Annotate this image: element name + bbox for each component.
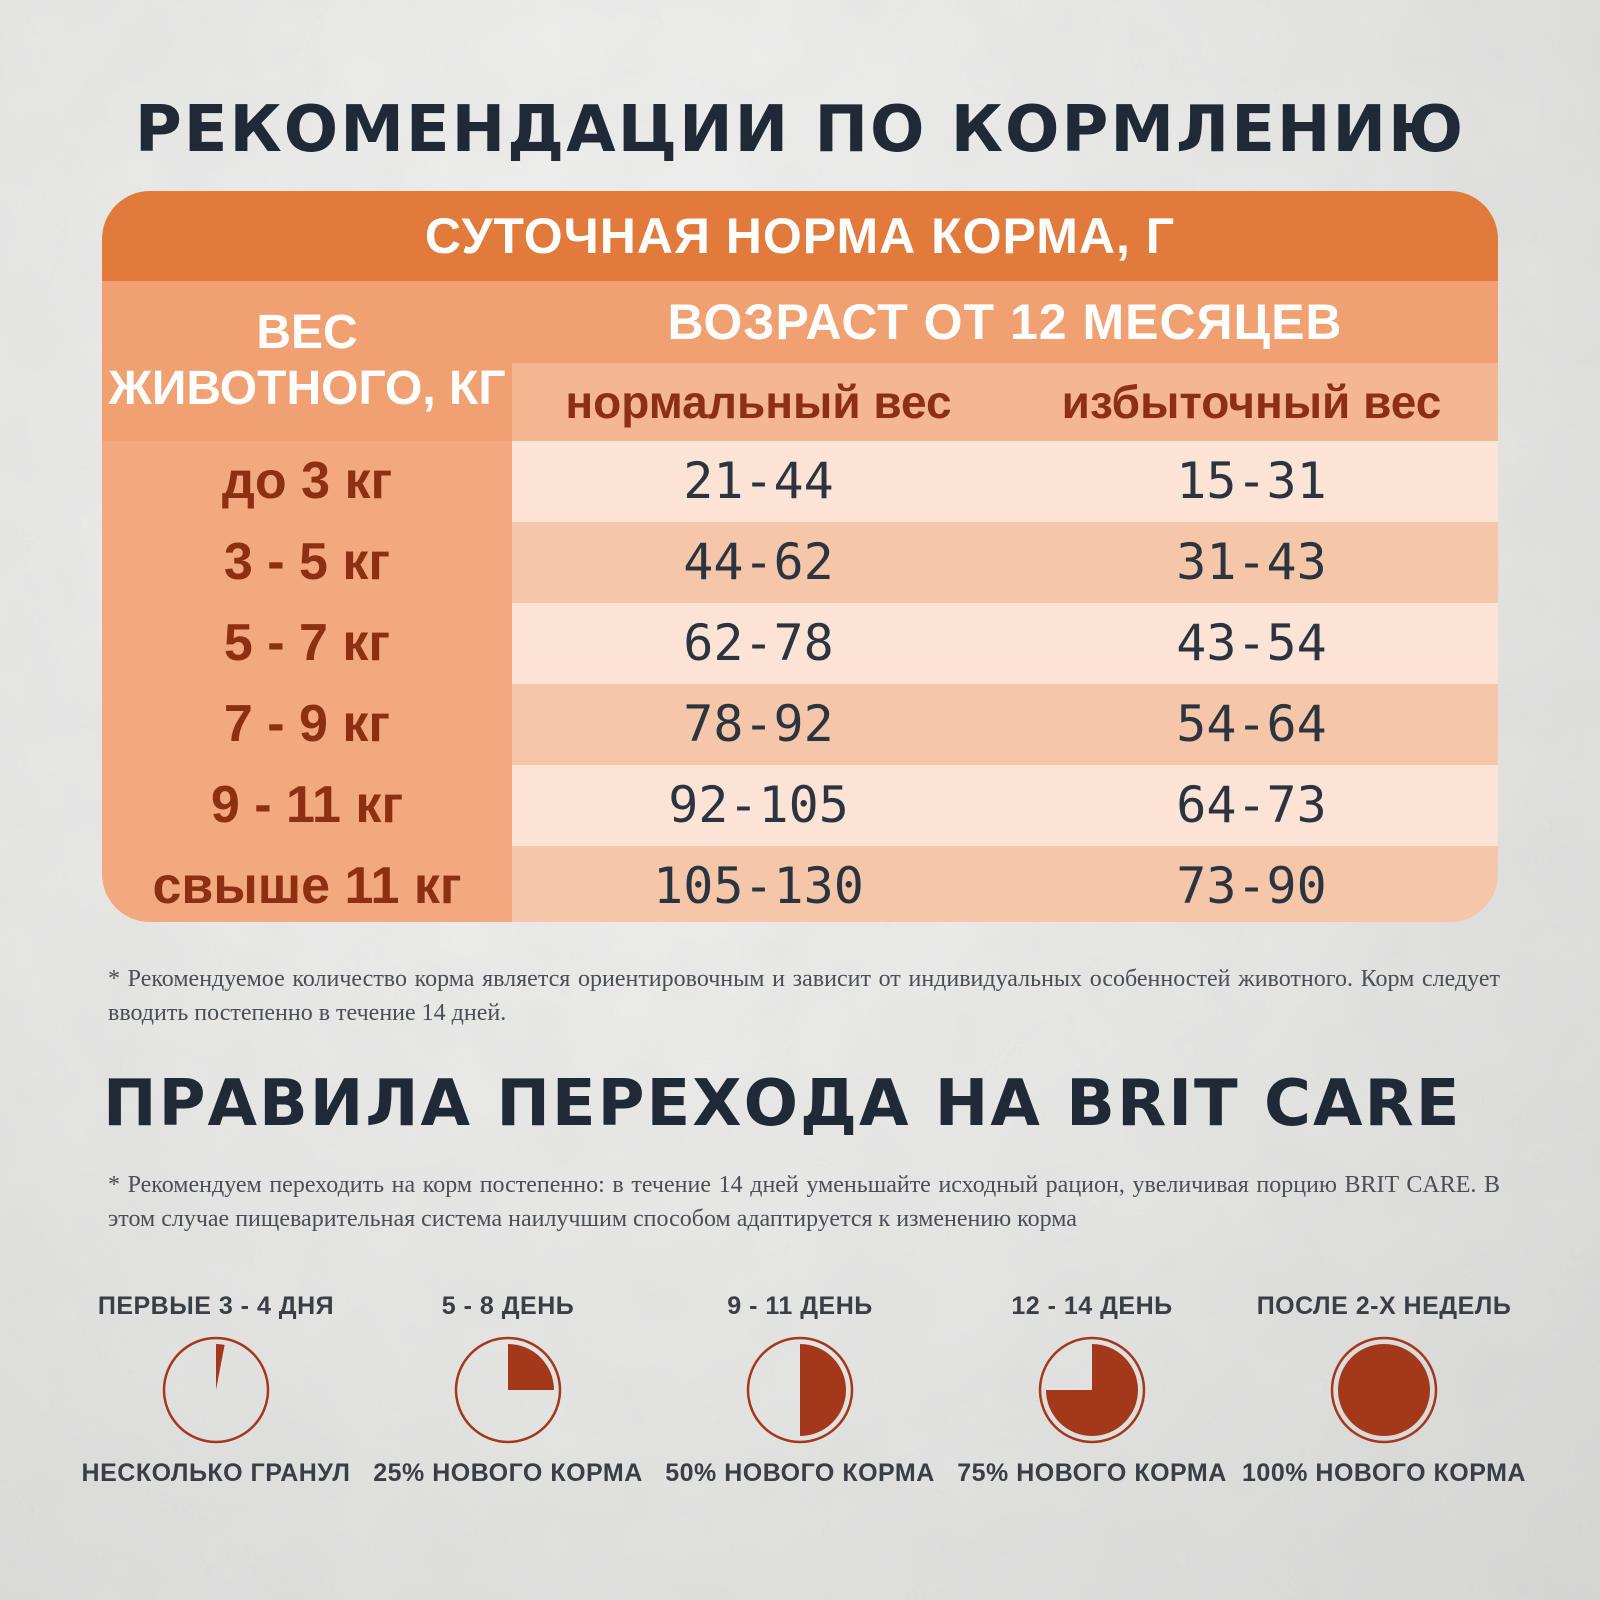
pie-ring (746, 1336, 854, 1444)
col-overweight: избыточный вес (1061, 376, 1442, 428)
col-normal-weight: нормальный вес (565, 376, 952, 428)
step-period: 5 - 8 ДЕНЬ (441, 1292, 575, 1320)
row-weight: 3 - 5 кг (223, 533, 391, 591)
row-over: 64-73 (1176, 776, 1327, 834)
row-over: 43-54 (1176, 614, 1327, 672)
pie-chart-icon (1038, 1336, 1146, 1444)
table-row: 9 - 11 кг 92-105 64-73 (102, 765, 1498, 846)
pie-slice (1046, 1344, 1138, 1436)
pie-ring (162, 1336, 270, 1444)
table-row: 3 - 5 кг 44-62 31-43 (102, 522, 1498, 603)
row-normal: 44-62 (683, 533, 834, 591)
row-normal: 21-44 (683, 452, 834, 510)
table-row: до 3 кг 21-44 15-31 (102, 441, 1498, 522)
column-headers: нормальный вес избыточный вес (512, 363, 1498, 441)
step-label: 50% НОВОГО КОРМА (665, 1459, 935, 1487)
feeding-title: РЕКОМЕНДАЦИИ ПО КОРМЛЕНИЮ (134, 93, 1466, 167)
step-period: ПЕРВЫЕ 3 - 4 ДНЯ (97, 1292, 335, 1320)
row-over: 73-90 (1176, 857, 1327, 915)
step-period: 9 - 11 ДЕНЬ (727, 1292, 873, 1320)
weight-column-label: ВЕС ЖИВОТНОГО, КГ (102, 281, 512, 441)
pie-ring (454, 1336, 562, 1444)
age-label: ВОЗРАСТ ОТ 12 МЕСЯЦЕВ (667, 294, 1343, 350)
pie-slice (216, 1344, 225, 1390)
table-row: свыше 11 кг 105-130 73-90 (102, 846, 1498, 922)
row-over: 15-31 (1176, 452, 1327, 510)
transition-step: 9 - 11 ДЕНЬ 50% НОВОГО КОРМА (654, 1292, 946, 1488)
transition-steps: ПЕРВЫЕ 3 - 4 ДНЯ НЕСКОЛЬКО ГРАНУЛ 5 - 8 … (70, 1292, 1530, 1488)
pie-chart-icon (162, 1336, 270, 1444)
transition-step: ПОСЛЕ 2-Х НЕДЕЛЬ 100% НОВОГО КОРМА (1238, 1292, 1530, 1488)
pie-ring (1038, 1336, 1146, 1444)
row-normal: 92-105 (668, 776, 849, 834)
step-period: 12 - 14 ДЕНЬ (1011, 1292, 1173, 1320)
table-header: СУТОЧНАЯ НОРМА КОРМА, Г (102, 191, 1498, 281)
row-weight: свыше 11 кг (152, 857, 462, 915)
row-weight: до 3 кг (221, 452, 393, 510)
feeding-note: * Рекомендуемое количество корма являетс… (108, 966, 1500, 1026)
weight-column-bg (102, 441, 512, 922)
row-over: 31-43 (1176, 533, 1327, 591)
row-weight: 7 - 9 кг (223, 695, 391, 753)
step-label: 25% НОВОГО КОРМА (373, 1459, 643, 1487)
pie-slice (1338, 1344, 1430, 1436)
pie-ring (1330, 1336, 1438, 1444)
row-over: 54-64 (1176, 695, 1327, 753)
step-label: 100% НОВОГО КОРМА (1242, 1459, 1526, 1487)
row-normal: 62-78 (683, 614, 834, 672)
transition-title: ПРАВИЛА ПЕРЕХОДА НА BRIT CARE (103, 1067, 1462, 1141)
table-row: 7 - 9 кг 78-92 54-64 (102, 684, 1498, 765)
table-subheader: ВЕС ЖИВОТНОГО, КГ ВОЗРАСТ ОТ 12 МЕСЯЦЕВ … (102, 281, 1498, 441)
step-period: ПОСЛЕ 2-Х НЕДЕЛЬ (1256, 1292, 1512, 1320)
weight-label-line1: ВЕС (256, 306, 358, 359)
transition-step: ПЕРВЫЕ 3 - 4 ДНЯ НЕСКОЛЬКО ГРАНУЛ (70, 1292, 362, 1488)
table-body: до 3 кг 21-44 15-31 3 - 5 кг 44-62 31-43 5… (102, 441, 1498, 922)
step-label: НЕСКОЛЬКО ГРАНУЛ (81, 1459, 351, 1487)
row-normal: 78-92 (683, 695, 834, 753)
feeding-table: СУТОЧНАЯ НОРМА КОРМА, Г ВЕС ЖИВОТНОГО, К… (102, 191, 1498, 922)
transition-step: 5 - 8 ДЕНЬ 25% НОВОГО КОРМА (362, 1292, 654, 1488)
row-weight: 9 - 11 кг (210, 776, 404, 834)
pie-chart-icon (1330, 1336, 1438, 1444)
row-normal: 105-130 (653, 857, 864, 915)
pie-chart-icon (454, 1336, 562, 1444)
pie-slice (508, 1344, 554, 1390)
row-weight: 5 - 7 кг (223, 614, 391, 672)
pie-slice (800, 1344, 846, 1436)
transition-note: * Рекомендуем переходить на корм постепе… (108, 1172, 1500, 1232)
table-row: 5 - 7 кг 62-78 43-54 (102, 603, 1498, 684)
weight-label-line2: ЖИВОТНОГО, КГ (108, 362, 506, 415)
pie-chart-icon (746, 1336, 854, 1444)
transition-step: 12 - 14 ДЕНЬ 75% НОВОГО КОРМА (946, 1292, 1238, 1488)
step-label: 75% НОВОГО КОРМА (957, 1459, 1227, 1487)
